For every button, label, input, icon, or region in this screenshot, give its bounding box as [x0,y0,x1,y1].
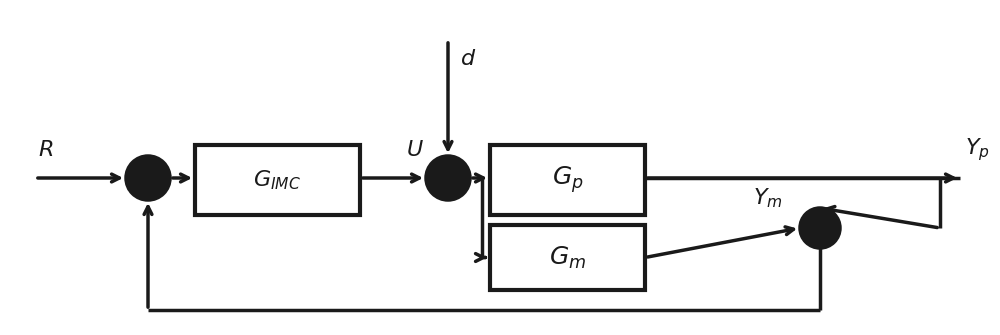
Text: $d$: $d$ [460,48,476,70]
Text: +: + [824,204,836,219]
Bar [195,145,360,215]
Text: $G_{m}$: $G_{m}$ [549,245,586,271]
Text: $G_{IMC}$: $G_{IMC}$ [253,168,302,192]
Text: $G_{p}$: $G_{p}$ [552,164,583,195]
Text: −: − [125,181,139,199]
Text: $Y_{m}$: $Y_{m}$ [753,186,783,210]
Text: $Y_{p}$: $Y_{p}$ [965,137,990,163]
Circle shape [426,156,470,200]
Bar [490,225,645,290]
Text: $R$: $R$ [38,139,53,161]
Text: $U$: $U$ [406,139,424,161]
Bar [490,145,645,215]
Text: +: + [150,156,162,172]
Text: +: + [450,154,462,170]
Circle shape [126,156,170,200]
Circle shape [800,208,840,248]
Text: −: − [809,233,823,251]
